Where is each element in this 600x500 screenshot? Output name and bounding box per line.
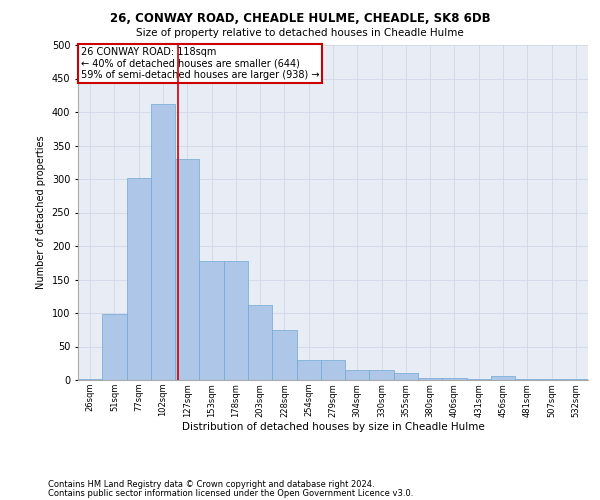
Bar	[175, 159, 199, 380]
Bar	[272, 330, 296, 380]
Bar	[515, 378, 539, 380]
Bar	[248, 305, 272, 380]
Bar	[296, 360, 321, 380]
Text: Contains HM Land Registry data © Crown copyright and database right 2024.: Contains HM Land Registry data © Crown c…	[48, 480, 374, 489]
Bar	[370, 370, 394, 380]
Bar	[224, 260, 248, 380]
Bar	[418, 378, 442, 380]
Bar	[78, 378, 102, 380]
Y-axis label: Number of detached properties: Number of detached properties	[36, 136, 46, 290]
Bar	[321, 360, 345, 380]
Bar	[394, 374, 418, 380]
Bar	[345, 370, 370, 380]
Text: Size of property relative to detached houses in Cheadle Hulme: Size of property relative to detached ho…	[136, 28, 464, 38]
Bar	[151, 104, 175, 380]
Bar	[491, 376, 515, 380]
Bar	[199, 260, 224, 380]
Bar	[467, 378, 491, 380]
Text: Distribution of detached houses by size in Cheadle Hulme: Distribution of detached houses by size …	[182, 422, 484, 432]
Bar	[127, 178, 151, 380]
Text: 26 CONWAY ROAD: 118sqm
← 40% of detached houses are smaller (644)
59% of semi-de: 26 CONWAY ROAD: 118sqm ← 40% of detached…	[80, 46, 319, 80]
Text: 26, CONWAY ROAD, CHEADLE HULME, CHEADLE, SK8 6DB: 26, CONWAY ROAD, CHEADLE HULME, CHEADLE,…	[110, 12, 490, 26]
Bar	[442, 378, 467, 380]
Bar	[102, 314, 127, 380]
Text: Contains public sector information licensed under the Open Government Licence v3: Contains public sector information licen…	[48, 488, 413, 498]
